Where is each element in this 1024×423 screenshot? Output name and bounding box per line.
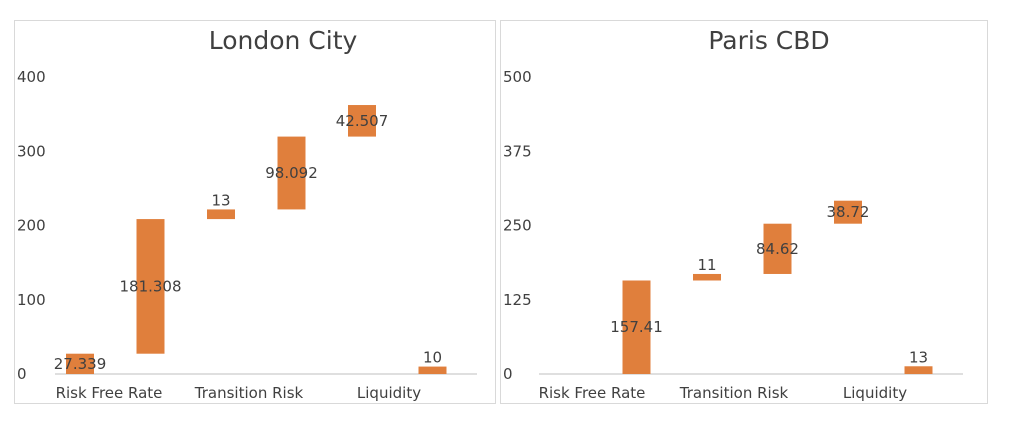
london-city-title: London City [209, 26, 358, 55]
paris-cbd-data-label: 13 [909, 348, 928, 366]
paris-cbd-data-label: 38.72 [827, 203, 870, 221]
paris-cbd-bar [834, 200, 862, 224]
paris-cbd-data-label: 11 [697, 256, 716, 274]
london-city-data-label: 42.507 [336, 112, 389, 130]
london-city-x-tick: Risk Free Rate [56, 384, 163, 402]
paris-cbd-y-tick: 250 [503, 217, 532, 235]
paris-cbd-y-tick: 0 [503, 365, 513, 383]
paris-cbd-y-tick: 125 [503, 291, 532, 309]
london-city-y-tick: 100 [17, 291, 46, 309]
london-city-x-tick: Liquidity [357, 384, 421, 402]
london-city-data-label: 181.308 [119, 277, 181, 295]
paris-cbd-x-tick: Risk Free Rate [539, 384, 646, 402]
paris-cbd-title: Paris CBD [708, 26, 829, 55]
paris-cbd-x-tick: Transition Risk [679, 384, 789, 402]
london-city-data-label: 10 [423, 349, 442, 367]
london-city-y-tick: 400 [17, 68, 46, 86]
london-city-bar [348, 105, 376, 137]
chart-london-city-svg: London City 0 100 200 300 400 27.339 181.308 13 9… [17, 26, 477, 402]
paris-cbd-bar [622, 280, 651, 374]
paris-cbd-x-tick: Liquidity [843, 384, 907, 402]
london-city-y-tick: 300 [17, 142, 46, 160]
london-city-bar [207, 209, 235, 220]
london-city-bar [277, 136, 306, 210]
paris-cbd-data-label: 84.62 [756, 240, 799, 258]
paris-cbd-y-tick: 500 [503, 68, 532, 86]
london-city-bar [136, 219, 165, 354]
london-city-x-tick: Transition Risk [194, 384, 304, 402]
chart-paris-cbd: Paris CBD 0 125 250 375 500 157.41 11 84.62 38.72… [500, 20, 988, 404]
london-city-data-label: 98.092 [265, 164, 318, 182]
london-city-data-label: 27.339 [54, 355, 107, 373]
paris-cbd-y-tick: 375 [503, 142, 532, 160]
chart-paris-cbd-svg: Paris CBD 0 125 250 375 500 157.41 11 84.62 38.72… [503, 26, 963, 402]
london-city-data-label: 13 [211, 191, 230, 209]
paris-cbd-data-label: 157.41 [610, 318, 663, 336]
london-city-y-tick: 200 [17, 217, 46, 235]
paris-cbd-bar [904, 366, 933, 374]
london-city-bar [418, 366, 447, 374]
paris-cbd-bar [693, 273, 721, 281]
paris-cbd-bar [763, 223, 792, 274]
chart-london-city: London City 0 100 200 300 400 27.339 181.308 13 9… [14, 20, 496, 404]
london-city-bar [66, 353, 94, 374]
london-city-y-tick: 0 [17, 365, 27, 383]
